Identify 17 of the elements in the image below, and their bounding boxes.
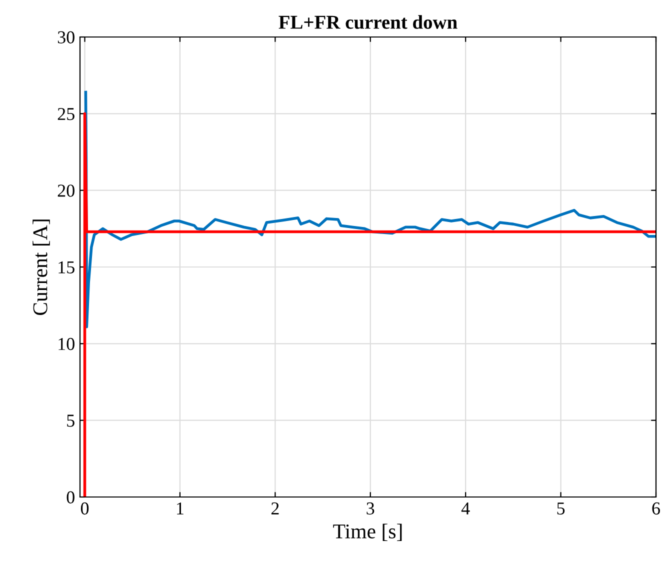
y-tick-label: 30 [58, 31, 74, 44]
x-axis-title: Time [s] [333, 524, 402, 542]
x-tick-label: 6 [652, 502, 660, 515]
y-tick-label: 10 [58, 338, 74, 350]
x-tick-label: 0 [80, 502, 89, 515]
x-tick-label: 4 [461, 502, 470, 514]
y-tick-label: 5 [67, 414, 74, 427]
y-tick-label: 15 [58, 261, 74, 274]
chart-title: FL+FR current down [278, 15, 458, 29]
y-axis-title: Current [A] [32, 220, 50, 316]
x-tick-label: 2 [271, 502, 279, 514]
y-tick-label: 20 [58, 184, 74, 197]
y-tick-label: 25 [58, 108, 74, 120]
x-tick-label: 1 [177, 502, 184, 514]
x-tick-label: 3 [366, 502, 374, 515]
y-tick-label: 0 [66, 491, 74, 504]
x-tick-label: 5 [557, 502, 565, 515]
